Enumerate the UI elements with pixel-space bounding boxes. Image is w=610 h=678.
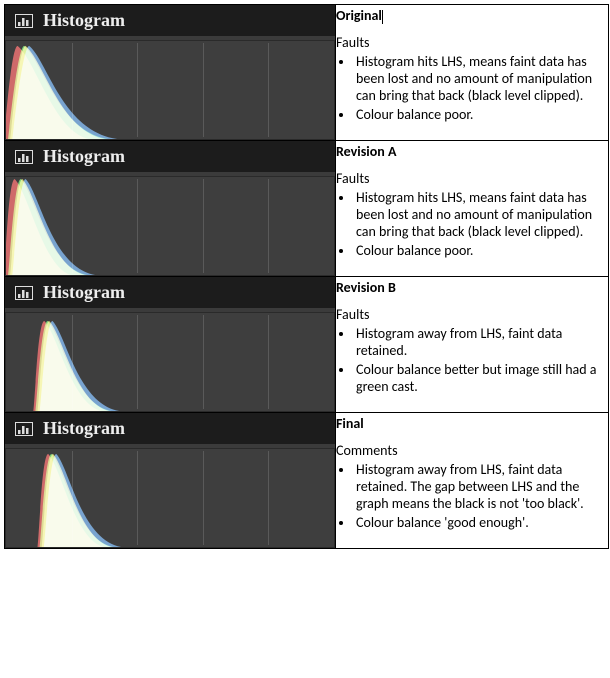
histogram-panel: Histogram	[5, 141, 335, 276]
comparison-table: Histogram Original Faults Histogram hits…	[4, 4, 609, 549]
bar-chart-icon	[15, 14, 33, 28]
fault-item: Histogram hits LHS, means faint data has…	[354, 189, 608, 240]
notes-subhead: Comments	[336, 442, 608, 459]
fault-item: Colour balance poor.	[354, 106, 608, 123]
bar-chart-icon	[15, 286, 33, 300]
histogram-cell: Histogram	[5, 141, 336, 277]
table-row: Histogram Final Comments Histogram away …	[5, 413, 609, 549]
histogram-title: Histogram	[43, 146, 125, 167]
fault-item: Colour balance better but image still ha…	[354, 361, 608, 395]
histogram-body	[5, 312, 335, 412]
histogram-channel	[6, 177, 334, 275]
histogram-channel	[6, 313, 334, 411]
bar-chart-icon	[15, 422, 33, 436]
fault-list: Histogram away from LHS, faint data reta…	[354, 325, 608, 395]
fault-item: Colour balance poor.	[354, 242, 608, 259]
revision-title: Original	[336, 7, 608, 24]
table-row: Histogram Revision B Faults Histogram aw…	[5, 277, 609, 413]
histogram-title: Histogram	[43, 282, 125, 303]
histogram-header: Histogram	[5, 141, 335, 172]
bar-chart-icon	[15, 150, 33, 164]
histogram-title: Histogram	[43, 418, 125, 439]
histogram-panel: Histogram	[5, 277, 335, 412]
table-row: Histogram Revision A Faults Histogram hi…	[5, 141, 609, 277]
histogram-cell: Histogram	[5, 277, 336, 413]
notes-subhead: Faults	[336, 170, 608, 187]
histogram-channel	[6, 41, 334, 139]
histogram-header: Histogram	[5, 5, 335, 36]
fault-item: Colour balance 'good enough'.	[354, 514, 608, 531]
fault-item: Histogram hits LHS, means faint data has…	[354, 53, 608, 104]
histogram-body	[5, 176, 335, 276]
histogram-cell: Histogram	[5, 413, 336, 549]
histogram-title: Histogram	[43, 10, 125, 31]
notes-cell: Original Faults Histogram hits LHS, mean…	[336, 5, 609, 141]
notes-cell: Final Comments Histogram away from LHS, …	[336, 413, 609, 549]
histogram-header: Histogram	[5, 277, 335, 308]
revision-title: Final	[336, 415, 608, 432]
histogram-panel: Histogram	[5, 5, 335, 140]
histogram-channel	[6, 449, 334, 547]
notes-subhead: Faults	[336, 306, 608, 323]
revision-title: Revision A	[336, 143, 608, 160]
revision-title: Revision B	[336, 279, 608, 296]
histogram-cell: Histogram	[5, 5, 336, 141]
histogram-body	[5, 448, 335, 548]
histogram-panel: Histogram	[5, 413, 335, 548]
histogram-header: Histogram	[5, 413, 335, 444]
text-cursor	[382, 10, 383, 24]
histogram-body	[5, 40, 335, 140]
fault-item: Histogram away from LHS, faint data reta…	[354, 461, 608, 512]
fault-item: Histogram away from LHS, faint data reta…	[354, 325, 608, 359]
fault-list: Histogram hits LHS, means faint data has…	[354, 53, 608, 123]
notes-cell: Revision B Faults Histogram away from LH…	[336, 277, 609, 413]
table-row: Histogram Original Faults Histogram hits…	[5, 5, 609, 141]
notes-subhead: Faults	[336, 34, 608, 51]
fault-list: Histogram hits LHS, means faint data has…	[354, 189, 608, 259]
notes-cell: Revision A Faults Histogram hits LHS, me…	[336, 141, 609, 277]
fault-list: Histogram away from LHS, faint data reta…	[354, 461, 608, 531]
